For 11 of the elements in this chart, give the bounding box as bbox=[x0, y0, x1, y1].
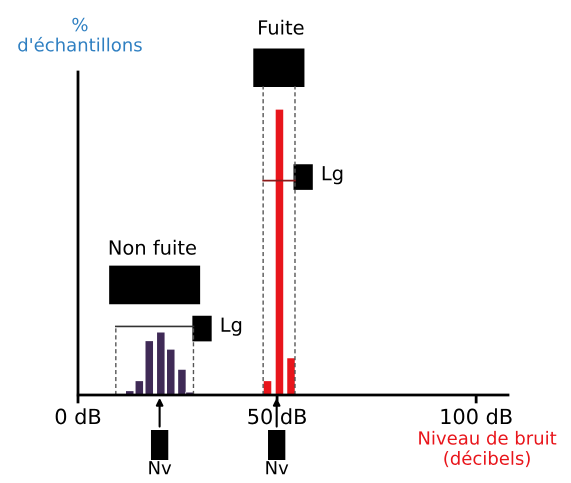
annotation: Non fuite bbox=[110, 240, 196, 255]
text: Nv bbox=[266, 461, 288, 474]
x-tick-label: 0 dB bbox=[56, 408, 100, 424]
annotation: Lg bbox=[222, 318, 242, 336]
text: Nv bbox=[149, 461, 172, 474]
x-axis-title: Niveau de bruit (décibels) bbox=[419, 430, 556, 468]
annotation: Lg bbox=[322, 166, 342, 184]
text: Fuite bbox=[259, 20, 304, 35]
y-axis-title: % d'échantillons bbox=[18, 18, 142, 52]
x-tick-label: 100 dB bbox=[441, 408, 512, 424]
x-tick-label: 50 dB bbox=[248, 408, 306, 424]
